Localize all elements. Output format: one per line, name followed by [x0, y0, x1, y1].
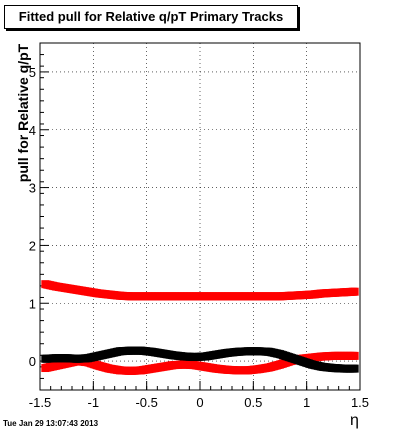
plot-frame	[39, 42, 361, 391]
y-tick-label: 2	[29, 238, 36, 253]
y-tick-label: 1	[29, 296, 36, 311]
x-tick-label: -1	[88, 395, 100, 410]
timestamp: Tue Jan 29 13:07:43 2013	[3, 419, 99, 428]
y-tick-label: 3	[29, 181, 36, 196]
y-tick-label: 4	[29, 123, 36, 138]
x-axis-label: η	[350, 412, 359, 429]
x-tick-label: -1.5	[29, 395, 51, 410]
x-tick-label: 0.5	[244, 395, 262, 410]
y-axis-label: pull for Relative q/pT	[15, 43, 31, 183]
series-2	[41, 346, 359, 373]
data-markers	[41, 280, 359, 375]
chart-title-box: Fitted pull for Relative q/pT Primary Tr…	[4, 5, 298, 29]
x-tick-label: -0.5	[135, 395, 157, 410]
data-point	[350, 364, 359, 373]
x-tick-label: 1.5	[351, 395, 369, 410]
data-point	[350, 351, 359, 360]
y-tick-label: 5	[29, 65, 36, 80]
chart-title: Fitted pull for Relative q/pT Primary Tr…	[18, 9, 284, 24]
tick-labels: -1.5 -1 -0.5 0 0.5 1 1.5 0 1 2 3 4 5	[29, 65, 369, 410]
x-tick-label: 0	[196, 395, 203, 410]
series-0	[41, 280, 359, 301]
y-tick-label: 0	[29, 354, 36, 369]
data-point	[350, 287, 359, 296]
grid-lines	[39, 43, 361, 390]
x-tick-label: 1	[303, 395, 310, 410]
